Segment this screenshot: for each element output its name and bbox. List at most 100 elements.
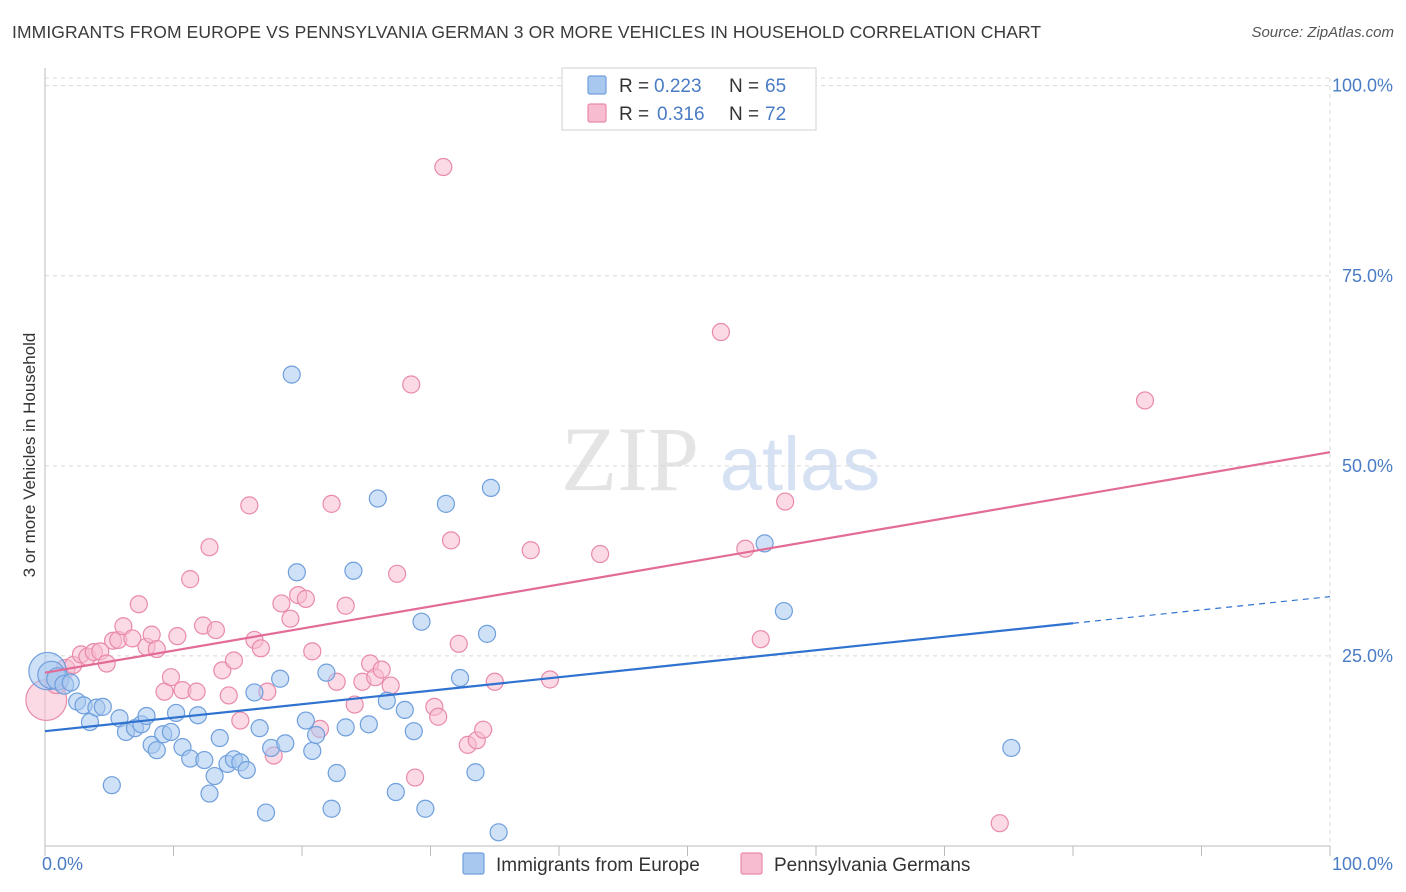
- pink-point-29: [231, 711, 250, 730]
- pink-point-51: [402, 375, 421, 394]
- blue-point-24: [195, 750, 214, 770]
- blue-point-43: [317, 663, 336, 682]
- pink-point-30: [240, 496, 259, 515]
- blue-point-44: [322, 799, 341, 818]
- pink-point-38: [296, 589, 315, 608]
- pink-point-57: [449, 634, 468, 653]
- series-legend-swatch-pink: [740, 852, 763, 875]
- pink-point-12: [123, 629, 142, 648]
- y-axis-title: 3 or more Vehicles in Household: [20, 333, 39, 578]
- blue-point-4: [61, 673, 80, 692]
- watermark-zip: ZIP: [561, 408, 699, 510]
- blue-point-31: [237, 760, 256, 780]
- pink-point-27: [219, 686, 238, 705]
- blue-point-38: [282, 365, 301, 384]
- pink-point-39: [303, 642, 322, 661]
- blue-point-25: [200, 784, 219, 803]
- x-tick-label-1: 100.0%: [1332, 854, 1393, 874]
- x-tick-label-0: 0.0%: [42, 854, 83, 874]
- blue-point-41: [303, 741, 322, 761]
- legend-r-label-blue: R =: [619, 76, 649, 97]
- pink-point-44: [345, 695, 364, 714]
- pink-point-35: [272, 594, 291, 613]
- pink-point-21: [181, 570, 200, 589]
- pink-point-32: [251, 639, 270, 658]
- blue-point-59: [477, 624, 497, 643]
- pink-point-50: [387, 564, 407, 583]
- y-tick-label-2: 75.0%: [1342, 266, 1393, 286]
- blue-point-34: [256, 803, 276, 822]
- y-tick-label-1: 50.0%: [1342, 456, 1393, 476]
- blue-point-64: [1002, 738, 1021, 758]
- blue-point-45: [327, 763, 346, 783]
- blue-point-53: [404, 722, 423, 741]
- pink-point-49: [381, 676, 400, 695]
- pink-point-24: [200, 538, 219, 557]
- pink-point-28: [224, 651, 243, 670]
- legend-n-label-blue: N =: [729, 76, 759, 97]
- legend-n-label-pink: N =: [729, 104, 759, 125]
- pink-point-56: [441, 531, 461, 550]
- pink-point-68: [776, 492, 795, 511]
- pink-point-67: [751, 630, 770, 649]
- blue-point-61: [489, 823, 508, 842]
- legend-r-label-pink: R =: [619, 104, 649, 125]
- pink-point-43: [336, 596, 355, 615]
- pink-point-64: [591, 544, 610, 564]
- series-legend-label-pink: Pennsylvania Germans: [774, 855, 970, 876]
- blue-point-40: [296, 711, 315, 730]
- pink-point-60: [474, 720, 493, 739]
- legend-r-value-pink: 0.316: [657, 104, 705, 125]
- pink-point-26: [213, 661, 232, 680]
- pink-point-48: [372, 660, 391, 679]
- pink-point-41: [322, 494, 341, 513]
- blue-point-19: [161, 722, 181, 742]
- pink-point-18: [161, 668, 181, 687]
- pink-point-13: [129, 595, 148, 614]
- watermark: ZIP atlas: [561, 408, 880, 510]
- series-legend-label-blue: Immigrants from Europe: [496, 855, 700, 876]
- pink-point-61: [485, 672, 504, 691]
- blue-point-17: [147, 741, 166, 760]
- blue-point-49: [368, 489, 387, 508]
- blue-point-27: [210, 728, 229, 748]
- pink-point-22: [187, 682, 206, 701]
- pink-point-66: [736, 539, 755, 558]
- blue-point-47: [344, 561, 363, 580]
- trend-line-blue: [44, 622, 1074, 733]
- blue-point-36: [271, 669, 290, 688]
- legend-n-value-pink: 72: [765, 104, 786, 125]
- legend-swatch-blue: [587, 75, 607, 95]
- trend-line-blue-dashed: [1072, 596, 1331, 624]
- series-legend-swatch-blue: [462, 852, 485, 875]
- blue-point-10: [102, 776, 121, 795]
- blue-point-58: [466, 763, 485, 782]
- blue-point-9: [93, 697, 112, 716]
- blue-point-60: [481, 478, 500, 497]
- pink-point-70: [1135, 391, 1155, 410]
- trend-line-pink: [44, 451, 1331, 674]
- watermark-atlas: atlas: [720, 422, 881, 507]
- y-tick-label-3: 100.0%: [1332, 76, 1393, 96]
- blue-point-55: [416, 799, 435, 818]
- y-tick-label-0: 25.0%: [1342, 646, 1393, 666]
- pink-point-69: [990, 814, 1009, 833]
- blue-point-33: [250, 719, 269, 738]
- blue-point-54: [412, 612, 431, 631]
- trend-lines: [44, 451, 1331, 733]
- legend-r-value-blue: 0.223: [654, 76, 702, 97]
- pink-point-36: [281, 609, 300, 628]
- pink-point-65: [711, 322, 731, 342]
- pink-point-19: [168, 627, 187, 646]
- tick-labels: 25.0% 50.0% 75.0% 100.0% 0.0% 100.0%: [42, 76, 1393, 874]
- blue-point-32: [245, 683, 264, 702]
- blue-point-51: [386, 782, 405, 802]
- blue-point-42: [307, 725, 326, 745]
- legend-swatch-pink: [587, 103, 607, 123]
- pink-point-11: [114, 617, 133, 636]
- blue-point-57: [450, 668, 470, 688]
- blue-point-63: [774, 601, 793, 621]
- source-credit: Source: ZipAtlas.com: [1251, 24, 1394, 41]
- correlation-legend: R = 0.223 N = 65 R = 0.316 N = 72: [561, 67, 817, 131]
